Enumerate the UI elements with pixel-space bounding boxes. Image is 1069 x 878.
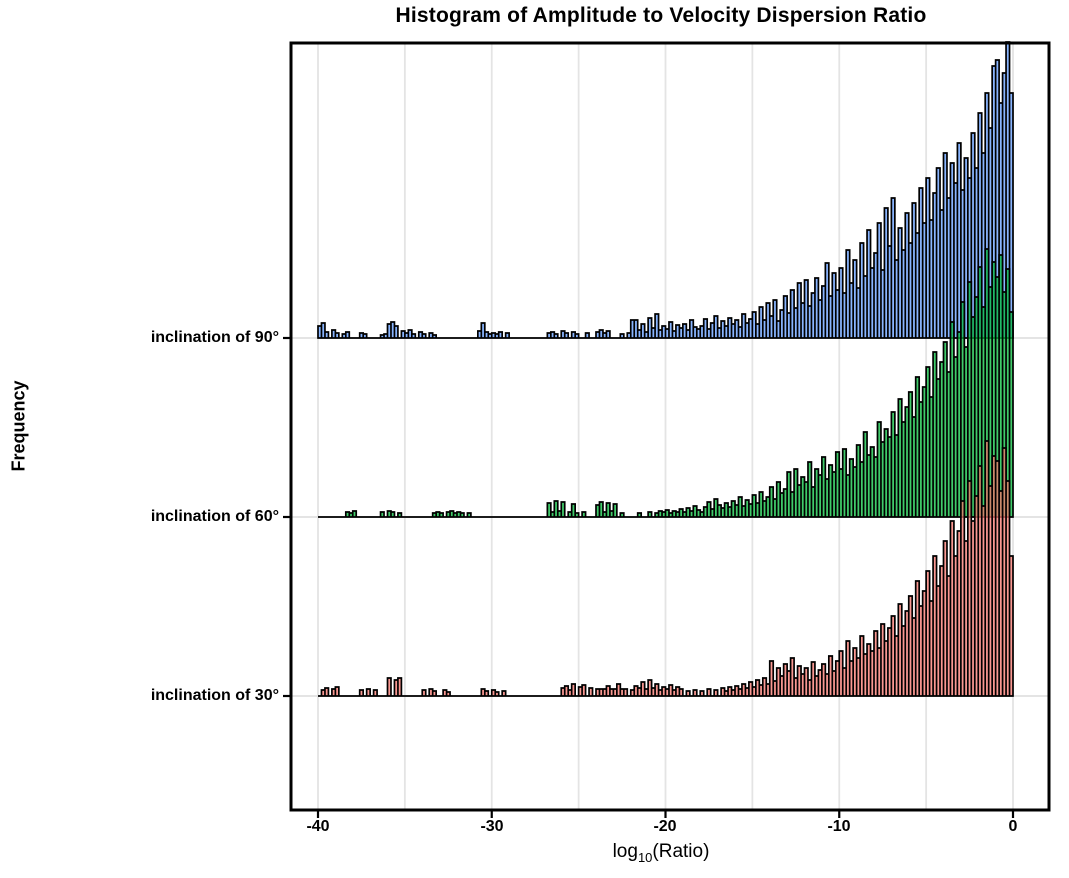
x-tick-label-m40: -40 xyxy=(306,818,330,835)
histogram-60deg xyxy=(318,248,1014,518)
x-axis-title-prefix: log xyxy=(612,841,638,862)
x-axis-title: log10(Ratio) xyxy=(291,841,1031,865)
x-axis-title-subscript: 10 xyxy=(637,849,653,865)
x-tick-label-0: 0 xyxy=(1008,818,1018,835)
x-axis-title-suffix: (Ratio) xyxy=(652,841,710,862)
panel-border xyxy=(289,41,1051,812)
x-tick-label-m30: -30 xyxy=(480,818,504,835)
row-label-30: inclination of 30° xyxy=(150,687,279,704)
histogram-90deg xyxy=(317,41,1014,339)
histogram-30deg xyxy=(318,440,1014,697)
x-tick-label-m20: -20 xyxy=(653,818,677,835)
x-tick-label-m10: -10 xyxy=(827,818,851,835)
chart-title: Histogram of Amplitude to Velocity Dispe… xyxy=(395,4,927,27)
row-label-60: inclination of 60° xyxy=(150,508,279,525)
y-axis-title: Frequency xyxy=(8,380,29,472)
row-label-90: inclination of 90° xyxy=(150,329,279,346)
